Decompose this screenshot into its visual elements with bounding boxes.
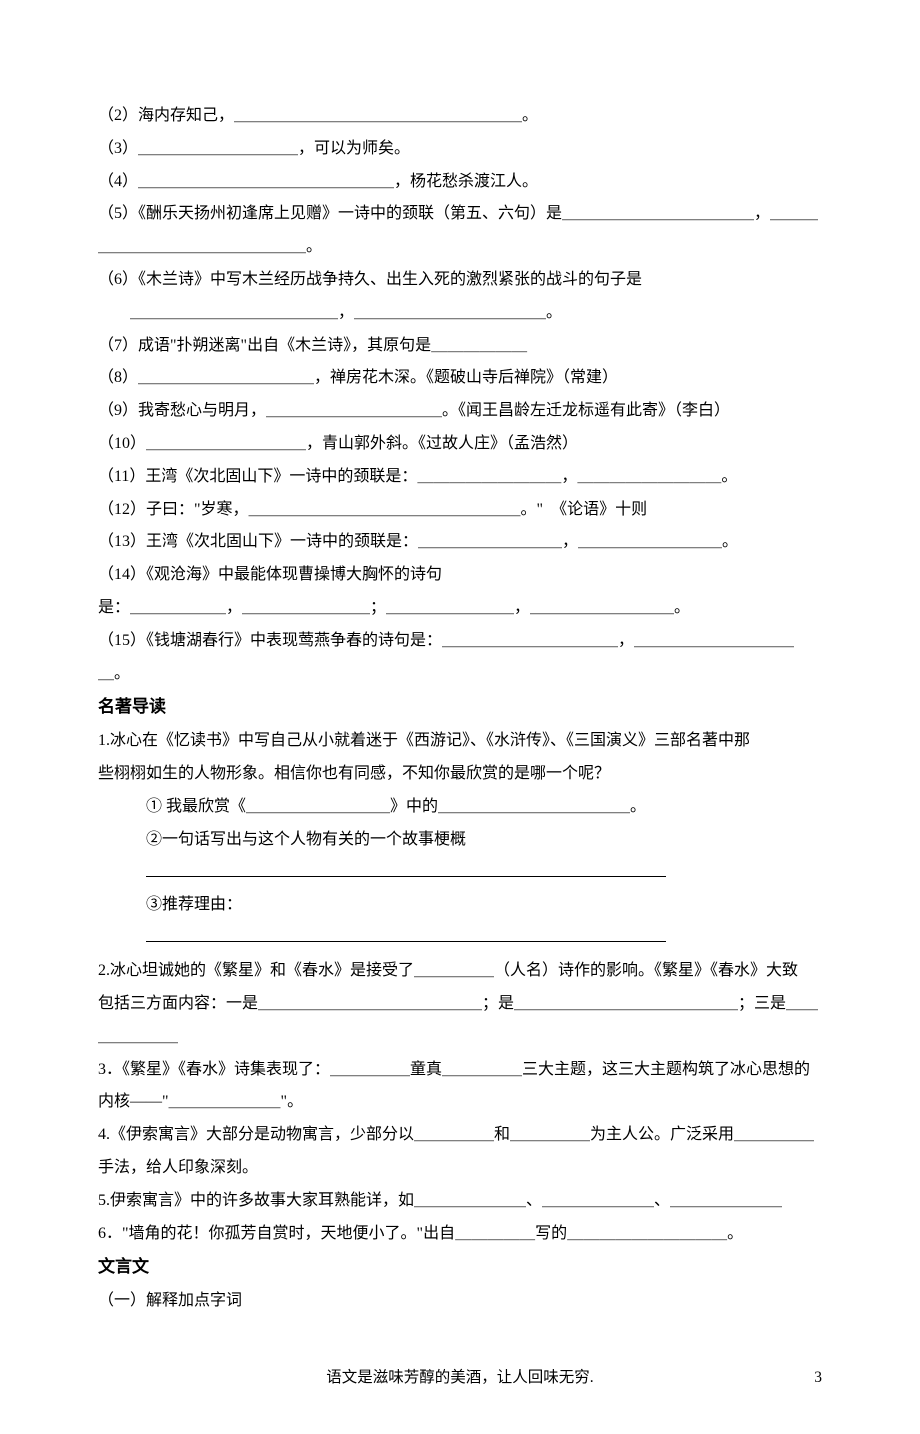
footer-page-number: 3	[814, 1362, 822, 1394]
fill-blank-item-10: （10）＿＿＿＿＿＿＿＿＿＿，青山郭外斜。《过故人庄》（孟浩然）	[98, 428, 822, 461]
mz-q4-line-a: 4.《伊索寓言》大部分是动物寓言，少部分以＿＿＿＿＿和＿＿＿＿＿为主人公。广泛采…	[98, 1119, 822, 1152]
mz-q6: 6．"墙角的花！你孤芳自赏时，天地便小了。"出自＿＿＿＿＿写的＿＿＿＿＿＿＿＿＿…	[98, 1218, 822, 1251]
page-footer: 语文是滋味芳醇的美酒，让人回味无穷. 3	[98, 1362, 822, 1394]
fill-blank-item-8: （8）＿＿＿＿＿＿＿＿＿＿＿，禅房花木深。《题破山寺后禅院》（常建）	[98, 362, 822, 395]
mz-q4-line-b: 手法，给人印象深刻。	[98, 1152, 822, 1185]
fill-blank-item-7: （7）成语"扑朔迷离"出自《木兰诗》，其原句是＿＿＿＿＿＿	[98, 330, 822, 363]
fill-blank-item-14-cont: 是：＿＿＿＿＿＿，＿＿＿＿＿＿＿＿；＿＿＿＿＿＿＿＿，＿＿＿＿＿＿＿＿＿。	[98, 592, 822, 625]
fill-blank-item-6: （6）《木兰诗》中写木兰经历战争持久、出生入死的激烈紧张的战斗的句子是	[98, 264, 822, 297]
mz-q1-line-a: 1.冰心在《忆读书》中写自己从小就着迷于《西游记》、《水浒传》、《三国演义》三部…	[98, 725, 822, 758]
mz-q3-line-b: 内核——"＿＿＿＿＿＿＿"。	[98, 1086, 822, 1119]
mz-q5: 5.伊索寓言》中的许多故事大家耳熟能详，如＿＿＿＿＿＿＿、＿＿＿＿＿＿＿、＿＿＿…	[98, 1185, 822, 1218]
mz-q2-line-a: 2.冰心坦诚她的《繁星》和《春水》是接受了＿＿＿＿＿（人名）诗作的影响。《繁星》…	[98, 955, 822, 988]
fill-blank-item-6-cont: ＿＿＿＿＿＿＿＿＿＿＿＿＿，＿＿＿＿＿＿＿＿＿＿＿＿。	[98, 297, 822, 330]
fill-blank-item-12: （12）子曰："岁寒，＿＿＿＿＿＿＿＿＿＿＿＿＿＿＿＿＿。" 《论语》十则	[98, 494, 822, 527]
fill-blank-item-15: （15）《钱塘湖春行》中表现莺燕争春的诗句是：＿＿＿＿＿＿＿＿＿＿＿，＿＿＿＿＿…	[98, 625, 822, 691]
mz-q1-sub-2: ②一句话写出与这个人物有关的一个故事梗概	[98, 824, 822, 857]
mz-q1-line-b: 些栩栩如生的人物形象。相信你也有同感，不知你最欣赏的是哪一个呢？	[98, 758, 822, 791]
mz-q1-sub-2-blank	[98, 856, 822, 889]
fill-blank-item-9: （9）我寄愁心与明月，＿＿＿＿＿＿＿＿＿＿＿。《闻王昌龄左迁龙标遥有此寄》（李白…	[98, 395, 822, 428]
fill-blank-item-5-cont: ＿＿＿＿＿＿＿＿＿＿＿＿＿。	[98, 231, 822, 264]
section-title-wenyan: 文言文	[98, 1250, 822, 1285]
mz-q1-sub-3: ③推荐理由：	[98, 889, 822, 922]
mz-q1-sub-1: ① 我最欣赏《＿＿＿＿＿＿＿＿＿》中的＿＿＿＿＿＿＿＿＿＿＿＿。	[98, 791, 822, 824]
fill-blank-item-5: （5）《酬乐天扬州初逢席上见赠》一诗中的颈联（第五、六句）是＿＿＿＿＿＿＿＿＿＿…	[98, 198, 822, 231]
fill-blank-item-2: （2）海内存知己，＿＿＿＿＿＿＿＿＿＿＿＿＿＿＿＿＿＿。	[98, 100, 822, 133]
section-title-mingzhu: 名著导读	[98, 690, 822, 725]
footer-quote: 语文是滋味芳醇的美酒，让人回味无穷.	[98, 1362, 822, 1394]
fill-blank-item-14: （14）《观沧海》中最能体现曹操博大胸怀的诗句	[98, 559, 822, 592]
document-page: （2）海内存知己，＿＿＿＿＿＿＿＿＿＿＿＿＿＿＿＿＿＿。 （3）＿＿＿＿＿＿＿＿…	[0, 0, 920, 1434]
fill-blank-item-4: （4）＿＿＿＿＿＿＿＿＿＿＿＿＿＿＿＿，杨花愁杀渡江人。	[98, 166, 822, 199]
mz-q2-line-b: 包括三方面内容：一是＿＿＿＿＿＿＿＿＿＿＿＿＿＿；是＿＿＿＿＿＿＿＿＿＿＿＿＿＿…	[98, 988, 822, 1054]
fill-blank-item-13: （13）王湾《次北固山下》一诗中的颈联是：＿＿＿＿＿＿＿＿＿，＿＿＿＿＿＿＿＿＿…	[98, 526, 822, 559]
mz-q3-line-a: 3．《繁星》《春水》诗集表现了：＿＿＿＿＿童真＿＿＿＿＿三大主题，这三大主题构筑…	[98, 1054, 822, 1087]
fill-blank-item-11: （11）王湾《次北固山下》一诗中的颈联是：＿＿＿＿＿＿＿＿＿，＿＿＿＿＿＿＿＿＿…	[98, 461, 822, 494]
fill-blank-item-3: （3）＿＿＿＿＿＿＿＿＿＿，可以为师矣。	[98, 133, 822, 166]
mz-q1-sub-3-blank	[98, 922, 822, 955]
